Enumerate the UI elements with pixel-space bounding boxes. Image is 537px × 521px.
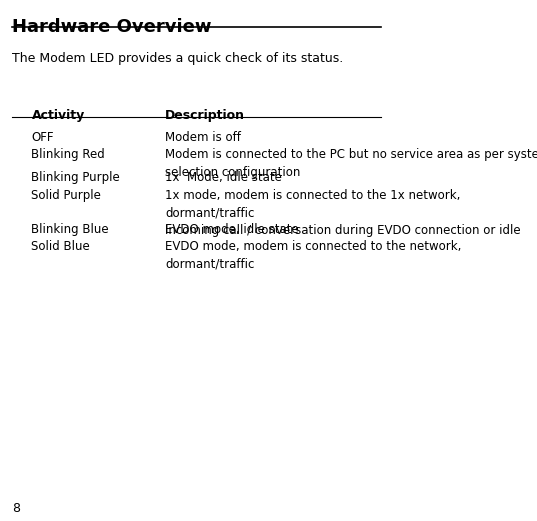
Text: 1x mode, modem is connected to the 1x network,
dormant/traffic
Incoming call / c: 1x mode, modem is connected to the 1x ne… xyxy=(165,189,521,237)
Text: Hardware Overview: Hardware Overview xyxy=(12,18,211,36)
Text: EVDO mode, idle state: EVDO mode, idle state xyxy=(165,223,299,236)
Text: Modem is connected to the PC but no service area as per system
selection configu: Modem is connected to the PC but no serv… xyxy=(165,148,537,179)
Text: Blinking Purple: Blinking Purple xyxy=(32,171,120,184)
Text: The Modem LED provides a quick check of its status.: The Modem LED provides a quick check of … xyxy=(12,52,343,65)
Text: 8: 8 xyxy=(12,502,20,515)
Text: Description: Description xyxy=(165,109,245,122)
Text: Blinking Red: Blinking Red xyxy=(32,148,105,162)
Text: Blinking Blue: Blinking Blue xyxy=(32,223,109,236)
Text: Modem is off: Modem is off xyxy=(165,131,241,144)
Text: EVDO mode, modem is connected to the network,
dormant/traffic: EVDO mode, modem is connected to the net… xyxy=(165,240,461,270)
Text: OFF: OFF xyxy=(32,131,54,144)
Text: Activity: Activity xyxy=(32,109,85,122)
Text: Solid Purple: Solid Purple xyxy=(32,189,101,202)
Text: 1x  Mode, idle state: 1x Mode, idle state xyxy=(165,171,282,184)
Text: Solid Blue: Solid Blue xyxy=(32,240,90,253)
